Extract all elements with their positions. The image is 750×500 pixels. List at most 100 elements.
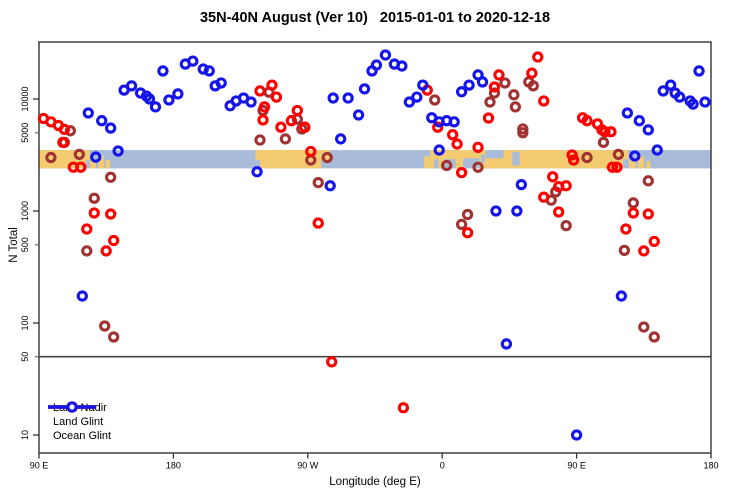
data-point-ocean-glint — [245, 96, 257, 108]
surface-band-land-segment — [646, 161, 651, 169]
data-point-land-glint — [538, 95, 550, 107]
data-point-land-nadir — [612, 148, 625, 161]
data-point-ocean-glint — [327, 92, 339, 104]
data-point-land-glint — [257, 114, 269, 126]
data-point-ocean-glint — [615, 290, 628, 302]
data-point-land-glint — [305, 145, 317, 158]
data-point-ocean-glint — [621, 107, 634, 119]
data-point-ocean-glint — [197, 63, 209, 75]
data-point-land-glint — [108, 234, 120, 247]
x-tick-label: 180 — [166, 461, 181, 471]
surface-band-land-segment — [628, 159, 636, 169]
surface-band-land-segment — [255, 150, 261, 161]
data-point-land-glint — [611, 161, 623, 173]
y-tick-label: 1000 — [20, 201, 30, 221]
data-point-ocean-glint — [657, 85, 669, 97]
data-point-land-glint — [397, 402, 410, 414]
legend-item-land-glint: Land Glint — [46, 401, 111, 429]
data-point-land-nadir — [517, 127, 529, 139]
data-point-land-glint — [275, 121, 287, 133]
data-point-land-glint — [560, 180, 572, 192]
data-point-land-nadir — [73, 148, 85, 161]
data-point-ocean-glint — [76, 290, 88, 302]
data-point-ocean-glint — [396, 60, 408, 72]
data-point-ocean-glint — [96, 115, 108, 127]
data-point-ocean-glint — [105, 122, 117, 134]
data-point-ocean-glint — [665, 79, 677, 91]
data-point-ocean-glint — [500, 338, 513, 350]
data-point-ocean-glint — [642, 124, 654, 136]
data-point-land-nadir — [312, 177, 324, 189]
data-point-land-glint — [100, 245, 112, 257]
data-point-land-glint — [432, 121, 444, 133]
data-point-ocean-glint — [125, 80, 138, 92]
y-tick-label: 50 — [20, 352, 30, 362]
data-point-land-glint — [488, 81, 501, 93]
x-tick-label: 90 W — [297, 461, 319, 471]
data-point-land-glint — [648, 235, 660, 248]
data-point-land-nadir — [581, 151, 593, 164]
data-point-land-nadir — [627, 197, 639, 209]
data-point-ocean-glint — [515, 178, 527, 191]
data-point-ocean-glint — [699, 96, 711, 108]
data-point-land-glint — [493, 69, 505, 81]
surface-band-land-segment — [89, 158, 96, 169]
data-point-land-glint — [75, 161, 87, 173]
data-point-ocean-glint — [143, 93, 156, 105]
data-point-land-nadir — [618, 244, 631, 257]
data-point-land-glint — [326, 356, 338, 368]
data-point-land-nadir — [441, 159, 453, 172]
data-point-land-glint — [482, 112, 495, 124]
surface-band-land-segment — [260, 150, 322, 169]
data-point-land-glint — [599, 126, 611, 138]
data-point-land-nadir — [429, 94, 441, 106]
y-tick-label: 10 — [20, 430, 30, 440]
data-point-land-glint — [472, 141, 484, 154]
data-point-land-glint — [455, 166, 468, 179]
data-point-ocean-glint — [490, 205, 502, 217]
data-point-land-glint — [581, 115, 593, 127]
data-point-ocean-glint — [149, 101, 162, 113]
data-point-ocean-glint — [203, 65, 215, 77]
data-point-ocean-glint — [651, 144, 663, 156]
data-point-land-nadir — [99, 320, 111, 332]
data-point-land-nadir — [484, 96, 496, 108]
data-point-land-glint — [447, 129, 459, 141]
data-point-land-nadir — [455, 218, 468, 230]
surface-band-land-segment — [86, 150, 90, 161]
data-point-ocean-glint — [511, 205, 523, 217]
data-point-ocean-glint — [673, 91, 686, 103]
y-tick-label: 500 — [20, 237, 30, 252]
data-point-land-nadir — [638, 321, 650, 333]
legend-label: Land Glint — [53, 416, 104, 428]
data-point-ocean-glint — [463, 79, 475, 91]
legend-item-ocean-glint: Ocean Glint — [46, 401, 111, 443]
y-tick-label: 100 — [20, 315, 30, 330]
legend-circle — [66, 401, 78, 413]
data-point-ocean-glint — [187, 55, 199, 67]
data-point-land-glint — [291, 104, 303, 117]
data-point-ocean-glint — [570, 429, 583, 441]
data-point-ocean-glint — [433, 144, 445, 156]
data-point-land-nadir — [509, 101, 522, 113]
surface-band-land-segment — [424, 156, 431, 169]
data-point-land-glint — [538, 191, 550, 203]
ocean-glint-marker-icon — [48, 401, 96, 413]
surface-band-land-segment — [105, 160, 110, 169]
legend: Land Nadir Land Glint Ocean Glint — [46, 401, 111, 443]
data-point-ocean-glint — [455, 86, 468, 98]
data-point-land-nadir — [45, 151, 57, 164]
x-tick-label: 90 E — [30, 461, 49, 471]
data-point-ocean-glint — [352, 109, 365, 121]
data-point-land-nadir — [472, 161, 484, 173]
data-point-land-nadir — [642, 175, 654, 187]
data-point-land-nadir — [527, 80, 539, 92]
data-point-ocean-glint — [476, 76, 489, 88]
data-point-ocean-glint — [693, 65, 705, 77]
data-point-ocean-glint — [687, 98, 699, 110]
data-point-ocean-glint — [90, 151, 102, 163]
data-point-land-glint — [254, 85, 266, 97]
data-point-ocean-glint — [403, 96, 415, 108]
